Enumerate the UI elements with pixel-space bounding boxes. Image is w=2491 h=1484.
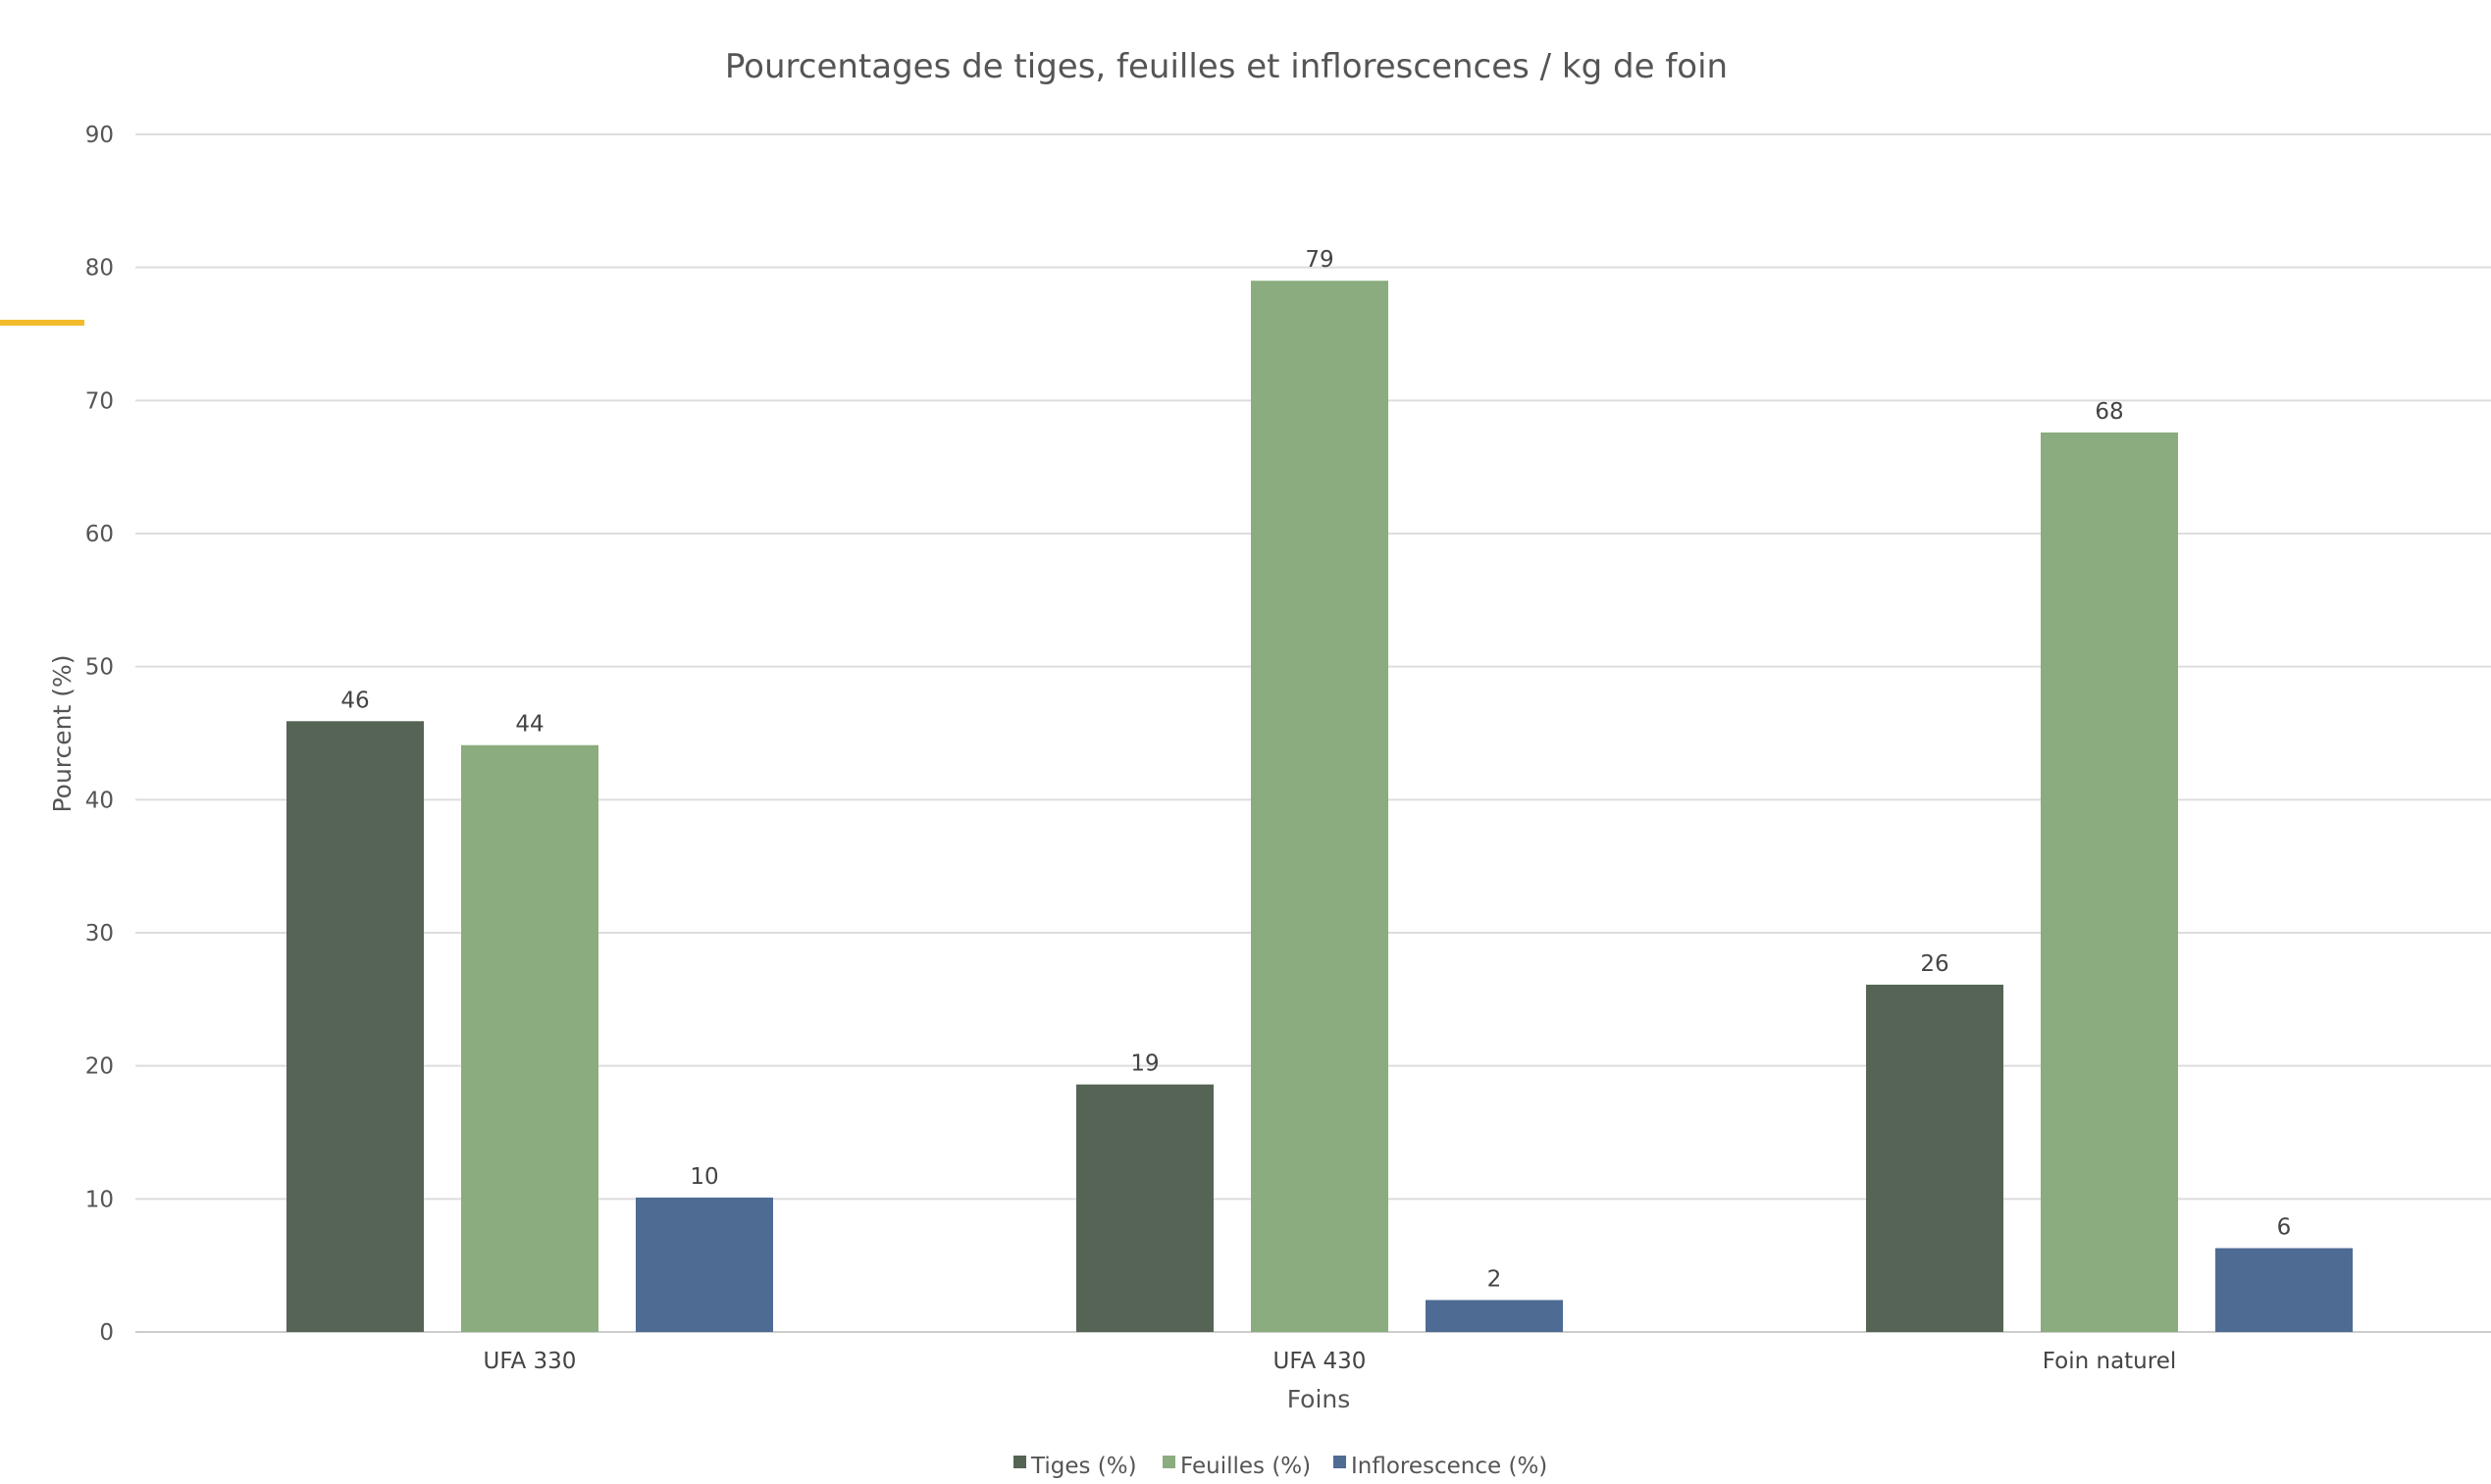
y-axis-title: Pourcent (%) — [48, 654, 77, 812]
legend-label: Feuilles (%) — [1180, 1454, 1311, 1479]
y-tick-label: 10 — [85, 1187, 114, 1212]
bar — [461, 744, 598, 1332]
y-tick-label: 90 — [85, 123, 114, 148]
bar — [1076, 1084, 1214, 1332]
bars — [286, 281, 2353, 1333]
data-label: 68 — [2095, 399, 2123, 425]
x-category-label: Foin naturel — [2043, 1349, 2177, 1374]
bar — [2041, 432, 2178, 1333]
bar — [1251, 281, 1388, 1332]
data-label: 19 — [1130, 1051, 1159, 1077]
x-category-label: UFA 430 — [1273, 1349, 1367, 1374]
bar — [636, 1197, 773, 1332]
data-labels: 46 44 10 19 79 2 26 68 6 — [340, 247, 2291, 1292]
chart-title: Pourcentages de tiges, feuilles et inflo… — [725, 47, 1728, 86]
data-label: 44 — [515, 712, 544, 738]
y-tick-label: 30 — [85, 921, 114, 947]
y-tick-label: 70 — [85, 388, 114, 414]
bar — [286, 721, 424, 1332]
y-tick-label: 0 — [99, 1320, 114, 1346]
y-tick-label: 20 — [85, 1054, 114, 1080]
data-label: 6 — [2277, 1215, 2292, 1241]
legend-swatch — [1163, 1456, 1175, 1468]
legend-swatch — [1333, 1456, 1346, 1468]
bar — [2215, 1248, 2353, 1332]
y-tick-label: 40 — [85, 788, 114, 813]
data-label: 10 — [690, 1164, 718, 1190]
x-axis-title: Foins — [1287, 1385, 1351, 1413]
legend-label: Tiges (%) — [1030, 1454, 1137, 1479]
x-category-label: UFA 330 — [484, 1349, 577, 1374]
legend-label: Inflorescence (%) — [1351, 1454, 1547, 1479]
data-label: 79 — [1305, 247, 1333, 273]
y-tick-label: 80 — [85, 256, 114, 281]
x-axis-categories: UFA 330 UFA 430 Foin naturel — [484, 1349, 2177, 1374]
data-label: 26 — [1920, 951, 1948, 977]
bar — [1866, 984, 2003, 1332]
y-tick-label: 60 — [85, 522, 114, 547]
legend: Tiges (%) Feuilles (%) Inflorescence (%) — [1013, 1454, 1547, 1479]
accent-mark — [0, 320, 84, 326]
bar — [1426, 1300, 1563, 1332]
data-label: 2 — [1487, 1266, 1502, 1292]
data-label: 46 — [340, 688, 369, 713]
y-axis-ticks: 0 10 20 30 40 50 60 70 80 90 — [85, 123, 114, 1346]
legend-swatch — [1013, 1456, 1026, 1468]
y-tick-label: 50 — [85, 655, 114, 681]
